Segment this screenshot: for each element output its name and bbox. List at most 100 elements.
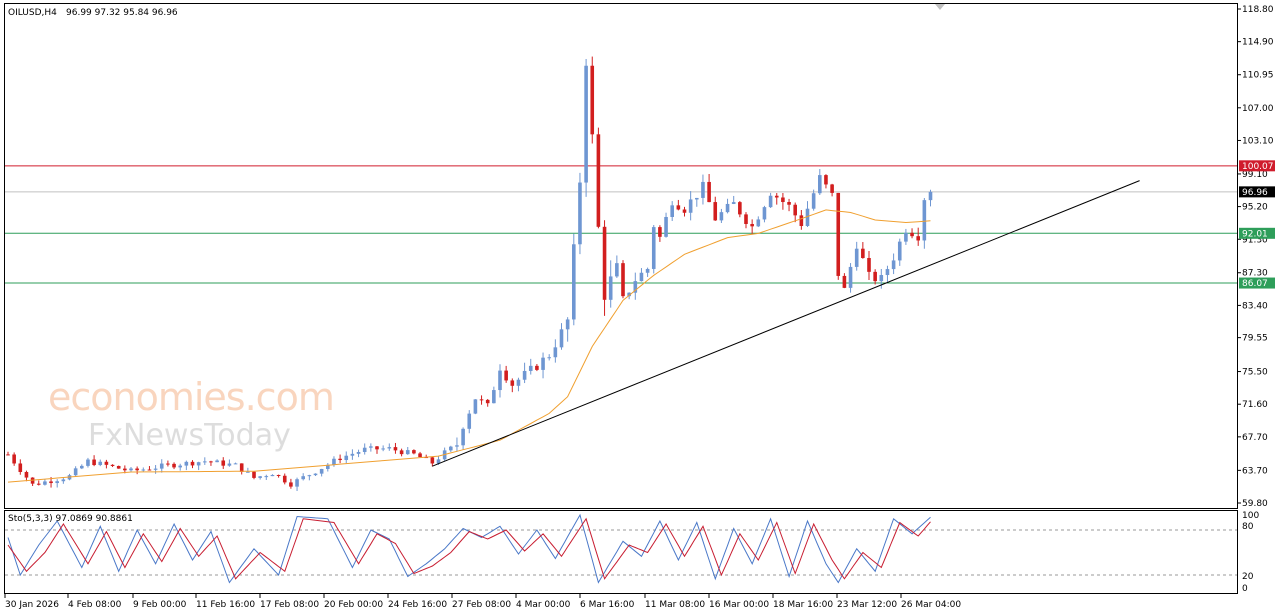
chart-shift-marker-icon[interactable] bbox=[935, 4, 945, 10]
candle-bull bbox=[129, 468, 133, 471]
candle-bear bbox=[166, 463, 170, 465]
candle-bull bbox=[61, 479, 66, 482]
candle-bull bbox=[159, 463, 164, 469]
candle-bull bbox=[756, 219, 761, 227]
candle-bear bbox=[190, 461, 195, 466]
candle-bull bbox=[818, 175, 822, 194]
candle-bull bbox=[215, 460, 219, 463]
candle-bear bbox=[116, 465, 121, 469]
candle-bull bbox=[86, 459, 90, 466]
candle-bear bbox=[30, 477, 35, 484]
candle-bull bbox=[307, 475, 312, 477]
candle-bull bbox=[688, 199, 693, 213]
candle-bear bbox=[824, 175, 828, 185]
stoch-tick-100: 100 bbox=[1242, 511, 1259, 521]
support2-price-tag: 86.07 bbox=[1239, 277, 1275, 289]
svg-text:86.07: 86.07 bbox=[1242, 279, 1268, 289]
candle-bull bbox=[264, 476, 269, 478]
candle-bull bbox=[885, 269, 890, 276]
candle-bear bbox=[110, 464, 115, 466]
candle-bear bbox=[479, 399, 484, 401]
candle-bull bbox=[522, 370, 527, 380]
price-tick-label: 103.10 bbox=[1242, 136, 1274, 146]
stoch-signal-line bbox=[7, 517, 931, 580]
candle-bull bbox=[449, 446, 453, 451]
candle-bear bbox=[123, 468, 127, 471]
time-axis: 30 Jan 2026 4 Feb 08:00 9 Feb 00:00 11 Feb … bbox=[4, 594, 961, 610]
candle-bear bbox=[744, 214, 748, 224]
candle-bull bbox=[473, 399, 478, 414]
candle-bull bbox=[295, 479, 299, 487]
time-tick-label: 9 Feb 00:00 bbox=[133, 600, 187, 610]
candle-bear bbox=[621, 263, 625, 297]
svg-text:96.96: 96.96 bbox=[1242, 188, 1268, 198]
candle-bull bbox=[768, 195, 773, 208]
candle-bear bbox=[375, 446, 379, 450]
candle-bull bbox=[904, 232, 908, 242]
time-tick-label: 4 Feb 08:00 bbox=[68, 600, 122, 610]
candle-bear bbox=[12, 454, 16, 464]
stochastic-label: Sto(5,3,3) 97.0869 90.8861 bbox=[8, 514, 133, 524]
candle-bear bbox=[104, 461, 109, 465]
moving-average-layer bbox=[7, 209, 931, 483]
candle-bear bbox=[830, 184, 834, 193]
candle-bear bbox=[861, 248, 865, 259]
candle-bull bbox=[922, 200, 927, 241]
candle-bear bbox=[485, 399, 490, 404]
horizontal-levels bbox=[5, 165, 1237, 284]
price-tick-label: 95.20 bbox=[1242, 203, 1268, 213]
candle-bull bbox=[719, 212, 724, 221]
candle-bear bbox=[793, 204, 797, 216]
resistance-price-tag: 100.07 bbox=[1239, 160, 1275, 172]
candle-bull bbox=[498, 370, 502, 391]
candle-bull bbox=[80, 465, 84, 469]
candle-bear bbox=[18, 463, 23, 472]
candle-bull bbox=[572, 244, 576, 320]
candle-bull bbox=[387, 447, 392, 449]
price-tick-label: 63.70 bbox=[1242, 466, 1268, 476]
candle-bear bbox=[135, 468, 139, 471]
candle-bull bbox=[381, 448, 385, 450]
price-tick-label: 71.60 bbox=[1242, 400, 1268, 410]
price-tick-label: 91.30 bbox=[1242, 235, 1268, 245]
time-tick-label: 24 Feb 16:00 bbox=[388, 600, 447, 610]
candle-bull bbox=[559, 329, 564, 348]
candle-bear bbox=[910, 232, 914, 237]
candle-bull bbox=[344, 455, 349, 461]
candle-bear bbox=[836, 192, 841, 276]
candle-bear bbox=[36, 483, 41, 485]
candle-bull bbox=[178, 465, 182, 468]
candles-layer bbox=[6, 56, 933, 491]
candle-bear bbox=[781, 197, 785, 203]
price-tick-label: 83.40 bbox=[1242, 301, 1268, 311]
candle-bull bbox=[541, 357, 545, 370]
candle-bear bbox=[590, 65, 595, 135]
candle-bear bbox=[738, 202, 742, 215]
candle-bear bbox=[504, 370, 508, 381]
candle-bull bbox=[701, 181, 705, 198]
candle-bear bbox=[510, 380, 515, 386]
candle-bear bbox=[239, 463, 244, 472]
price-tick-label: 75.50 bbox=[1242, 368, 1268, 378]
trendline-layer bbox=[432, 180, 1140, 467]
candle-bull bbox=[301, 476, 305, 480]
candle-bull bbox=[805, 208, 810, 227]
stoch-tick-80: 80 bbox=[1242, 522, 1254, 532]
price-axis: 118.80 114.90 110.95 107.00 103.10 99.10 95.20… bbox=[1237, 5, 1274, 509]
price-tick-label: 110.95 bbox=[1242, 71, 1274, 81]
candle-bull bbox=[645, 268, 650, 273]
price-tick-label: 87.30 bbox=[1242, 269, 1268, 279]
time-tick-label: 18 Mar 16:00 bbox=[773, 600, 833, 610]
time-tick-label: 27 Feb 08:00 bbox=[452, 600, 511, 610]
candle-bear bbox=[713, 202, 718, 221]
candle-bull bbox=[516, 379, 521, 386]
candle-bull bbox=[553, 347, 558, 358]
candle-bear bbox=[399, 450, 404, 455]
candle-bull bbox=[203, 461, 207, 463]
price-tick-label: 118.80 bbox=[1242, 5, 1274, 15]
candle-bull bbox=[854, 248, 859, 267]
ohlc-label: 96.99 97.32 95.84 96.96 bbox=[66, 8, 178, 18]
candle-bull bbox=[270, 474, 275, 477]
candle-bull bbox=[811, 193, 816, 209]
candle-bear bbox=[873, 271, 877, 282]
